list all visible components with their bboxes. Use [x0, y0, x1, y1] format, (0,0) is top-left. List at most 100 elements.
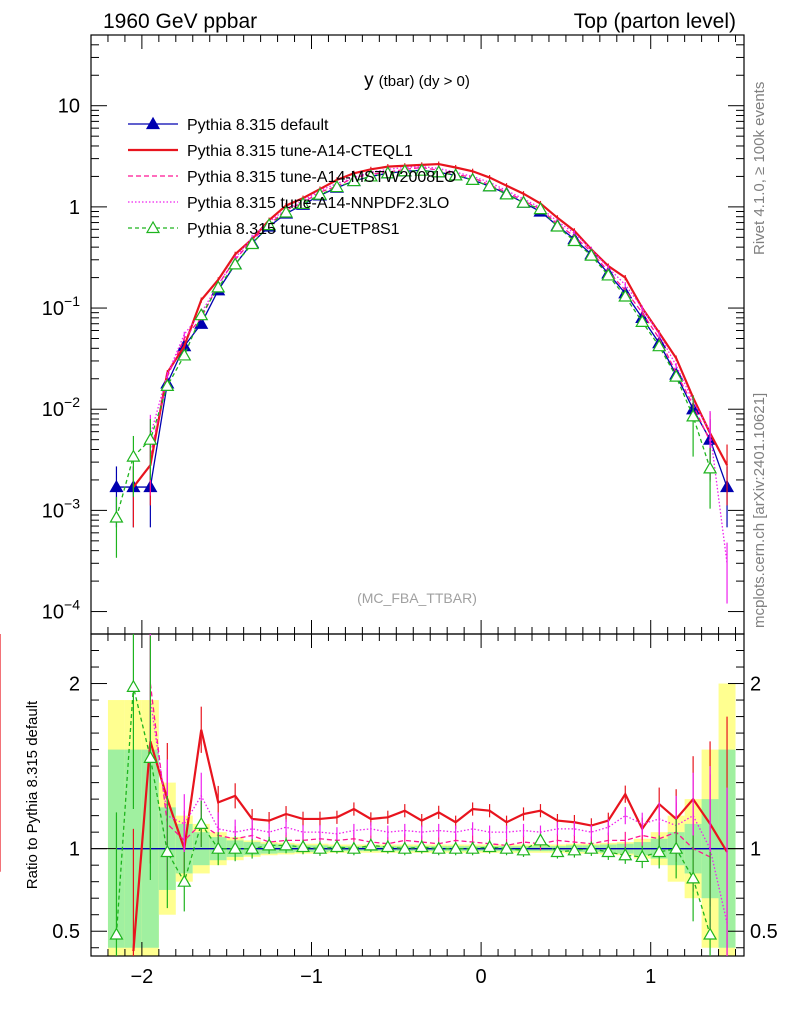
ratio-point [482, 839, 497, 853]
y-tick-label-exponent: −2 [64, 394, 80, 410]
y-tick-label-base: 10 [42, 298, 64, 320]
data-point [160, 378, 175, 392]
y-tick-label: 10 [58, 96, 80, 118]
data-point [397, 164, 412, 177]
data-point [669, 369, 684, 382]
ratio-point [329, 839, 344, 853]
ratio-ylabel: Ratio to Pythia 8.315 default [24, 700, 41, 889]
ratio-point [414, 839, 429, 853]
chart-title-sub: (tbar) (dy > 0) [379, 73, 470, 90]
ratio-point [363, 838, 378, 851]
y-tick-label-base: 1 [69, 197, 80, 219]
ratio-point [380, 839, 395, 853]
legend-marker [145, 220, 161, 234]
data-point [686, 409, 701, 422]
ratio-point [516, 843, 531, 856]
data-point [363, 169, 378, 182]
ratio-point [177, 874, 192, 887]
ratio-line-1 [132, 729, 728, 952]
data-point [380, 166, 395, 179]
data-point [109, 510, 124, 523]
x-tick-label: 1 [645, 966, 656, 988]
ratio-point [194, 816, 209, 829]
data-point [228, 257, 243, 270]
ratio-point [652, 844, 667, 858]
y-tick-label-base: 10 [58, 96, 80, 118]
ratio-point [686, 871, 701, 884]
series-line-4 [115, 170, 711, 518]
ratio-point [143, 750, 158, 763]
ratio-point [109, 927, 124, 940]
legend-marker [145, 116, 161, 130]
ratio-point [584, 841, 599, 854]
ratio-point [262, 838, 277, 851]
data-point [550, 219, 565, 232]
data-point [618, 289, 633, 302]
ratio-point [567, 843, 582, 856]
chart-title-main: y [364, 70, 374, 91]
data-point [448, 168, 463, 181]
y-tick-label-exponent: −4 [64, 597, 80, 613]
legend: Pythia 8.315 default Pythia 8.315 tune-A1… [128, 116, 456, 238]
y-tick-label-exponent: −1 [64, 293, 80, 309]
data-point [312, 187, 328, 200]
series-line-2 [149, 166, 711, 456]
ratio-point [279, 838, 294, 851]
ratio-point [211, 841, 226, 854]
ratio-point [499, 841, 514, 854]
ratio-point [635, 849, 650, 863]
ratio-line-2 [149, 683, 711, 858]
ratio-y-tick-label: 1 [69, 839, 80, 861]
data-point [431, 165, 446, 178]
ratio-point [312, 841, 328, 854]
ratio-point [228, 841, 243, 854]
data-point [482, 179, 497, 192]
ratio-y-tick-label: 0.5 [52, 921, 80, 943]
ratio-point [465, 841, 480, 854]
ratio-y-tick-label-right: 1 [750, 839, 761, 861]
data-point [143, 432, 158, 445]
data-point [499, 187, 514, 200]
x-tick-label: −2 [130, 966, 153, 988]
data-point [414, 163, 429, 176]
ratio-point [448, 841, 463, 854]
series-ratio [0, 634, 728, 956]
x-tick-label: −1 [300, 966, 323, 988]
watermark: (MC_FBA_TTBAR) [357, 590, 477, 606]
ratio-point [245, 841, 260, 854]
chart-title: y (tbar) (dy > 0) [364, 70, 470, 91]
data-point [635, 314, 650, 327]
y-tick-label: 1 [69, 197, 80, 219]
ratio-point [669, 841, 684, 854]
ratio-point [346, 841, 361, 854]
data-point [329, 179, 344, 193]
data-point [262, 217, 277, 231]
data-point [245, 236, 260, 250]
ratio-point [431, 841, 446, 854]
data-point [601, 268, 616, 281]
legend-label: Pythia 8.315 tune-A14-CTEQL1 [187, 143, 413, 160]
ratio-frame [90, 633, 745, 957]
data-point [194, 307, 209, 321]
series-main [109, 161, 735, 604]
data-point [295, 196, 311, 210]
data-point [516, 195, 531, 208]
ratio-point [703, 927, 718, 940]
ratio-point [295, 839, 311, 853]
ratio-line-4 [115, 686, 711, 935]
ratio-point [126, 679, 141, 692]
ratio-y-tick-label-right: 2 [750, 674, 761, 696]
data-point [177, 348, 192, 361]
y-tick-label: 10−4 [42, 597, 80, 624]
y-tick-label: 10−1 [42, 293, 80, 320]
data-point [126, 449, 141, 462]
data-point [465, 172, 480, 185]
y-tick-label-base: 10 [42, 602, 64, 624]
y-tick-label-base: 10 [42, 500, 64, 522]
data-point [346, 173, 361, 187]
y-tick-label-exponent: −3 [64, 495, 80, 511]
ratio-point [618, 848, 633, 861]
ratio-point [533, 833, 548, 846]
ratio-point [601, 844, 616, 858]
